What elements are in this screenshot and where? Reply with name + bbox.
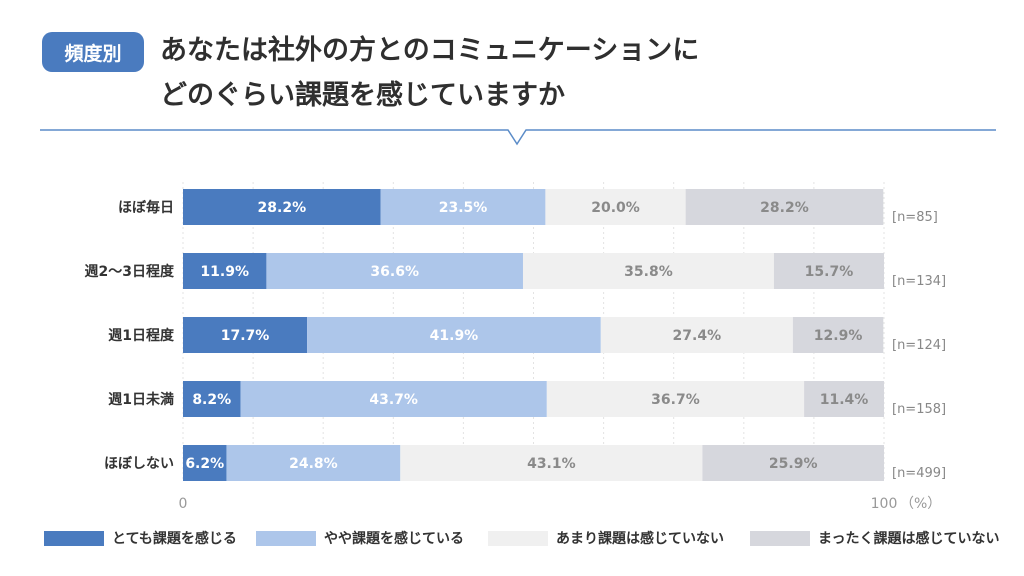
sample-size-label: [n=124]	[892, 338, 946, 353]
bar-segment	[380, 189, 546, 225]
data-label: 15.7%	[805, 264, 854, 280]
legend-label: まったく課題は感じていない	[818, 531, 1000, 547]
bar-segment	[266, 253, 523, 289]
legend-item: やや課題を感じている	[256, 526, 464, 550]
bar-segment	[545, 189, 686, 225]
bar-segment	[600, 317, 793, 353]
title-line-1: あなたは社外の方とのコミュニケーションに	[160, 35, 700, 66]
data-label: 27.4%	[673, 328, 722, 344]
bar-segment	[240, 381, 547, 417]
legend-swatch	[488, 530, 548, 546]
bar-segment	[546, 381, 805, 417]
chart-legend: とても課題を感じる やや課題を感じている あまり課題は感じていない まったく課題は感じ…	[44, 526, 1004, 550]
category-label: 週1日程度	[108, 327, 175, 344]
category-badge: 頻度別	[42, 32, 144, 72]
category-label: 週1日未満	[108, 391, 174, 408]
category-label: ほぼしない	[104, 456, 174, 472]
legend-swatch	[750, 530, 810, 546]
legend-label: あまり課題は感じていない	[556, 531, 724, 547]
data-label: 28.2%	[760, 200, 809, 216]
bar-segment	[183, 317, 308, 353]
bar-segment	[183, 189, 381, 225]
data-label: 23.5%	[439, 200, 488, 216]
sample-size-label: [n=158]	[892, 402, 946, 417]
bar-segment	[702, 445, 884, 481]
data-label: 20.0%	[591, 200, 640, 216]
legend-item: とても課題を感じる	[44, 526, 237, 550]
bar-segment	[400, 445, 703, 481]
x-unit-label: （%）	[900, 496, 941, 512]
data-label: 6.2%	[185, 456, 224, 472]
bar-segment	[226, 445, 401, 481]
bar-segment	[183, 381, 241, 417]
data-label: 11.4%	[820, 392, 869, 408]
sample-size-label: [n=499]	[892, 466, 946, 481]
bar-segment	[183, 445, 227, 481]
x-tick-label: 0	[179, 496, 188, 512]
data-label: 11.9%	[200, 264, 249, 280]
bar-segment	[804, 381, 884, 417]
bar-segment	[183, 253, 267, 289]
bar-segment	[773, 253, 884, 289]
data-label: 17.7%	[221, 328, 270, 344]
category-label: 週2〜3日程度	[85, 263, 175, 280]
sample-size-label: [n=134]	[892, 274, 946, 289]
data-label: 8.2%	[192, 392, 231, 408]
title-divider	[40, 129, 996, 146]
legend-swatch	[256, 530, 316, 546]
title-line-2: どのぐらい課題を感じていますか	[160, 80, 565, 111]
bar-segment	[685, 189, 884, 225]
legend-swatch	[44, 530, 104, 546]
legend-item: まったく課題は感じていない	[750, 526, 999, 550]
data-label: 24.8%	[289, 456, 338, 472]
data-label: 35.8%	[624, 264, 673, 280]
legend-label: とても課題を感じる	[112, 531, 237, 547]
legend-label: やや課題を感じている	[324, 531, 464, 547]
data-label: 12.9%	[814, 328, 863, 344]
sample-size-label: [n=85]	[892, 210, 938, 225]
category-label: ほぼ毎日	[118, 199, 174, 216]
bar-segment	[792, 317, 884, 353]
bar-segment	[307, 317, 601, 353]
bar-segment	[522, 253, 774, 289]
data-label: 41.9%	[430, 328, 479, 344]
x-tick-label: 100	[871, 496, 898, 512]
data-label: 43.7%	[369, 392, 418, 408]
data-label: 36.7%	[651, 392, 700, 408]
legend-item: あまり課題は感じていない	[488, 526, 724, 550]
stacked-bar-chart: ほぼ毎日 28.2% 23.5% 20.0% 28.2% [n=85] 週2〜3日程度 11.…	[85, 182, 946, 512]
data-label: 28.2%	[258, 200, 307, 216]
data-label: 43.1%	[527, 456, 576, 472]
page-title: あなたは社外の方とのコミュニケーションに どのぐらい課題を感じていますか	[160, 28, 699, 118]
data-label: 25.9%	[769, 456, 818, 472]
data-label: 36.6%	[370, 264, 419, 280]
